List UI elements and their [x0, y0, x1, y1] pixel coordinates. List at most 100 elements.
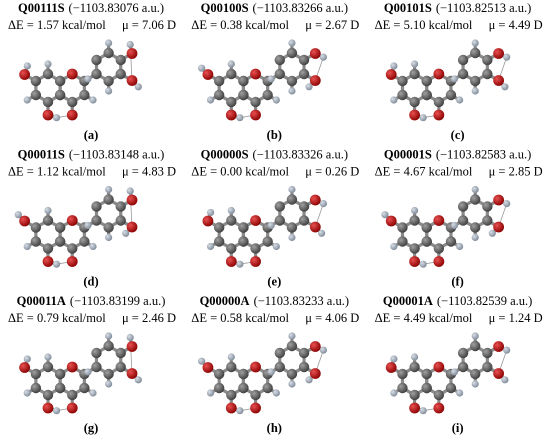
energy: (−1103.82513 a.u.) [436, 1, 531, 15]
atom [471, 185, 479, 194]
atom [421, 89, 432, 101]
atom [250, 256, 261, 267]
delta-e: ΔE = 0.58 kcal/mol [191, 311, 289, 325]
structure-id: Q00111S [18, 1, 65, 15]
delta-e: ΔE = 4.67 kcal/mol [375, 164, 473, 178]
dipole: μ = 2.67 D [305, 18, 359, 32]
atom [115, 68, 126, 80]
atom [305, 83, 313, 91]
atom [433, 96, 445, 108]
atom [470, 340, 481, 352]
structure-id: Q00011S [18, 147, 65, 161]
atom [501, 376, 509, 384]
atom [450, 221, 459, 230]
atom [390, 355, 398, 363]
atom [411, 353, 419, 361]
atom [227, 206, 235, 215]
atom [501, 83, 509, 91]
atom [226, 215, 237, 226]
delta-e: ΔE = 1.57 kcal/mol [8, 18, 106, 32]
atom [213, 89, 225, 101]
panel: Q00000S (−1103.83326 a.u.) ΔE = 0.00 kcal/… [191, 147, 359, 288]
atom [42, 243, 54, 254]
atom [397, 222, 408, 233]
panel-title: Q00001A (−1103.82539 a.u.) [383, 294, 532, 308]
atom [250, 402, 261, 414]
atom [103, 368, 114, 380]
atom [298, 347, 310, 359]
atom [450, 368, 459, 376]
dipole: μ = 0.26 D [305, 164, 359, 178]
atom [23, 389, 31, 397]
energy: (−1103.83326 a.u.) [253, 147, 348, 161]
atom [250, 96, 261, 108]
atom [390, 389, 398, 397]
atom [390, 62, 398, 70]
atom [54, 368, 66, 380]
atom [298, 201, 310, 212]
atom [105, 233, 113, 242]
atom [309, 48, 321, 59]
delta-e: ΔE = 0.79 kcal/mol [8, 311, 106, 325]
atom [433, 243, 445, 254]
atom [309, 341, 321, 352]
atom [91, 215, 102, 226]
atom [274, 361, 285, 373]
atom [42, 256, 54, 267]
atom [471, 87, 479, 95]
atom [250, 361, 261, 373]
atom [44, 353, 52, 361]
atom [409, 96, 420, 108]
panel-label: (b) [267, 128, 282, 142]
atom [115, 361, 126, 373]
atom [225, 256, 237, 267]
atom [470, 194, 481, 205]
atom [456, 96, 464, 104]
atom [433, 109, 445, 121]
dipole: μ = 4.06 D [305, 311, 359, 325]
structure-id: Q00000A [200, 294, 250, 308]
atom [397, 382, 408, 394]
panel-label: (a) [84, 128, 99, 142]
energy: (−1103.83148 a.u.) [69, 147, 164, 161]
delta-e: ΔE = 0.00 kcal/mol [191, 164, 289, 178]
atom [84, 221, 92, 230]
atom [433, 402, 445, 414]
atom [30, 382, 42, 394]
delta-e: ΔE = 1.12 kcal/mol [8, 164, 106, 178]
delta-e: ΔE = 4.49 kcal/mol [375, 311, 473, 325]
panel-label: (i) [452, 421, 464, 435]
atom [493, 221, 505, 233]
atom [397, 89, 408, 101]
atom [503, 200, 511, 208]
atom [236, 407, 244, 415]
atom [238, 89, 249, 101]
panel: Q00011S (−1103.83148 a.u.) ΔE = 1.12 kcal/… [8, 147, 176, 288]
delta-e: ΔE = 0.38 kcal/mol [191, 18, 289, 32]
atom [288, 233, 296, 242]
atom [67, 243, 78, 254]
atom [286, 75, 298, 87]
atom [84, 75, 92, 83]
atom [250, 215, 261, 226]
atom [409, 243, 420, 254]
atom [42, 361, 54, 373]
atom [42, 215, 54, 226]
atom [23, 96, 31, 104]
atom [226, 389, 237, 401]
atom [288, 185, 296, 194]
atom [493, 48, 505, 59]
atom [54, 382, 66, 394]
panel: Q00111S (−1103.83076 a.u.) ΔE = 1.57 kcal/… [8, 1, 176, 142]
atom [272, 96, 280, 104]
atom [309, 75, 321, 86]
atom [433, 215, 445, 226]
panel-title: Q00000S (−1103.83326 a.u.) [201, 147, 348, 161]
atom [433, 361, 445, 373]
atom [456, 389, 464, 397]
structure-id: Q00001S [384, 147, 432, 161]
dipole: μ = 2.85 D [489, 164, 543, 178]
atom [126, 75, 138, 86]
atom [19, 362, 31, 373]
atom [493, 341, 505, 352]
